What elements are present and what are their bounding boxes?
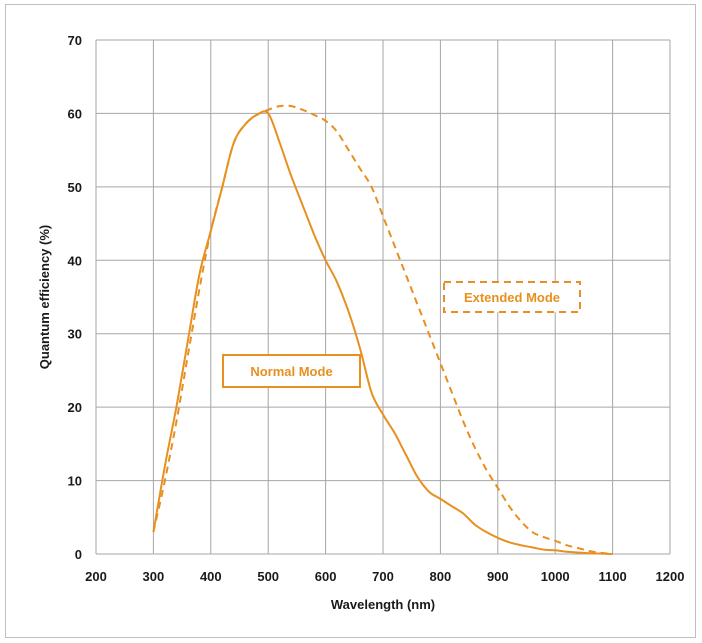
x-tick-label: 1100 bbox=[598, 569, 626, 584]
x-tick-label: 600 bbox=[315, 569, 337, 584]
y-axis-title: Quantum efficiency (%) bbox=[37, 225, 52, 369]
series-group bbox=[152, 104, 613, 555]
x-tick-label: 400 bbox=[200, 569, 222, 584]
annotation-label-normal-mode: Normal Mode bbox=[250, 364, 332, 379]
x-tick-label: 900 bbox=[487, 569, 509, 584]
annotation-box-normal-mode bbox=[222, 354, 361, 388]
y-tick-label: 20 bbox=[68, 400, 82, 415]
annotations: Normal Mode Extended Mode bbox=[222, 281, 581, 388]
grid-lines bbox=[95, 39, 671, 555]
series-line-extended-mode bbox=[152, 104, 613, 555]
y-tick-label: 10 bbox=[68, 474, 82, 489]
y-tick-label: 0 bbox=[75, 547, 82, 562]
chart-frame bbox=[5, 4, 696, 638]
x-tick-label: 1000 bbox=[541, 569, 570, 584]
x-axis-title: Wavelength (nm) bbox=[331, 597, 435, 612]
x-tick-label: 800 bbox=[430, 569, 452, 584]
y-tick-label: 70 bbox=[68, 33, 82, 48]
x-tick-label: 500 bbox=[257, 569, 279, 584]
y-tick-label: 60 bbox=[68, 106, 82, 121]
series-line-normal-mode bbox=[152, 110, 613, 555]
annotation-label-extended-mode: Extended Mode bbox=[464, 290, 560, 305]
y-tick-label: 30 bbox=[68, 327, 82, 342]
x-tick-label: 1200 bbox=[656, 569, 685, 584]
x-tick-label: 200 bbox=[85, 569, 107, 584]
x-tick-label: 700 bbox=[372, 569, 394, 584]
y-tick-label: 40 bbox=[68, 253, 82, 268]
y-tick-label: 50 bbox=[68, 180, 82, 195]
annotation-box-extended-mode bbox=[443, 281, 581, 313]
x-tick-label: 300 bbox=[143, 569, 165, 584]
tick-labels: 200 300 400 500 600 700 800 900 1000 1100 1200 0 10 2… bbox=[68, 33, 685, 584]
